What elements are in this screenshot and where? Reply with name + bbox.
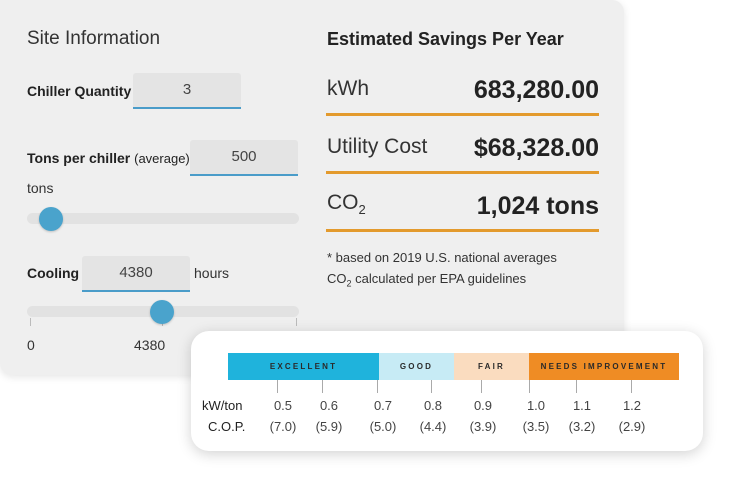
- cop-value: (2.9): [618, 419, 646, 434]
- footnote-co: CO: [327, 271, 347, 286]
- savings-label: CO2: [327, 191, 366, 217]
- cop-value: (3.9): [469, 419, 497, 434]
- scale-tick: [481, 380, 482, 393]
- tons-per-chiller-label: Tons per chiller (average): [27, 150, 190, 166]
- kw-value: 1.2: [622, 398, 642, 413]
- cop-value: (3.5): [522, 419, 550, 434]
- segment-excellent: EXCELLENT: [228, 353, 379, 380]
- footnote-rest: calculated per EPA guidelines: [351, 271, 527, 286]
- cooling-slider-current: 4380: [134, 337, 166, 353]
- kw-value: 0.7: [373, 398, 393, 413]
- cooling-slider-thumb[interactable]: [150, 300, 174, 324]
- savings-row-kwh: kWh 683,280.00: [326, 66, 599, 116]
- kw-value: 1.0: [526, 398, 546, 413]
- savings-row-co2: CO2 1,024 tons: [326, 182, 599, 232]
- footnote-epa: CO2 calculated per EPA guidelines: [327, 271, 526, 289]
- kw-per-ton-label: kW/ton: [202, 398, 243, 413]
- scale-tick: [277, 380, 278, 393]
- efficiency-bar: EXCELLENT GOOD FAIR NEEDS IMPROVEMENT: [228, 353, 679, 380]
- tons-slider-track[interactable]: [27, 213, 299, 224]
- savings-value: $68,328.00: [473, 134, 599, 162]
- kw-value: 0.6: [319, 398, 339, 413]
- site-information-title: Site Information: [27, 28, 161, 49]
- savings-value: 1,024 tons: [476, 192, 599, 220]
- cooling-label: Cooling: [27, 265, 80, 281]
- chiller-quantity-label: Chiller Quantity: [27, 83, 132, 99]
- cooling-slider-min: 0: [27, 337, 35, 353]
- cooling-unit-label: hours: [194, 265, 230, 281]
- segment-fair: FAIR: [454, 353, 529, 380]
- savings-label-co: CO: [327, 190, 359, 214]
- scale-tick: [431, 380, 432, 393]
- savings-title: Estimated Savings Per Year: [327, 29, 564, 49]
- savings-row-utility-cost: Utility Cost $68,328.00: [326, 124, 599, 174]
- segment-good: GOOD: [379, 353, 454, 380]
- scale-tick: [529, 380, 530, 393]
- tons-per-chiller-label-text: Tons per chiller: [27, 150, 131, 166]
- savings-label: kWh: [327, 77, 369, 100]
- segment-needs-improvement: NEEDS IMPROVEMENT: [529, 353, 679, 380]
- kw-value: 0.5: [273, 398, 293, 413]
- scale-tick: [322, 380, 323, 393]
- cop-value: (7.0): [269, 419, 297, 434]
- scale-tick: [631, 380, 632, 393]
- savings-label-sub: 2: [358, 202, 366, 217]
- footnote-averages: * based on 2019 U.S. national averages: [327, 250, 557, 265]
- scale-tick: [576, 380, 577, 393]
- kw-value: 0.9: [473, 398, 493, 413]
- site-information-panel: Site Information Chiller Quantity 3 Tons…: [0, 0, 624, 375]
- cooling-slider-tick: [30, 318, 31, 326]
- cop-label: C.O.P.: [208, 419, 246, 434]
- savings-value: 683,280.00: [473, 76, 599, 104]
- efficiency-scale-card: EXCELLENT GOOD FAIR NEEDS IMPROVEMENT kW…: [191, 331, 703, 451]
- tons-per-chiller-input[interactable]: 500: [190, 140, 298, 176]
- chiller-quantity-input[interactable]: 3: [133, 73, 241, 109]
- tons-unit-label: tons: [27, 180, 54, 196]
- cooling-slider-tick: [296, 318, 297, 326]
- footnote-sub: 2: [346, 278, 352, 289]
- scale-tick: [377, 380, 378, 393]
- savings-label: Utility Cost: [327, 135, 428, 158]
- cop-value: (5.9): [315, 419, 343, 434]
- cop-value: (5.0): [369, 419, 397, 434]
- kw-value: 1.1: [572, 398, 592, 413]
- tons-slider-thumb[interactable]: [39, 207, 63, 231]
- cooling-hours-input[interactable]: 4380: [82, 256, 190, 292]
- cop-value: (3.2): [568, 419, 596, 434]
- cop-value: (4.4): [419, 419, 447, 434]
- tons-per-chiller-sub: (average): [134, 151, 190, 166]
- kw-value: 0.8: [423, 398, 443, 413]
